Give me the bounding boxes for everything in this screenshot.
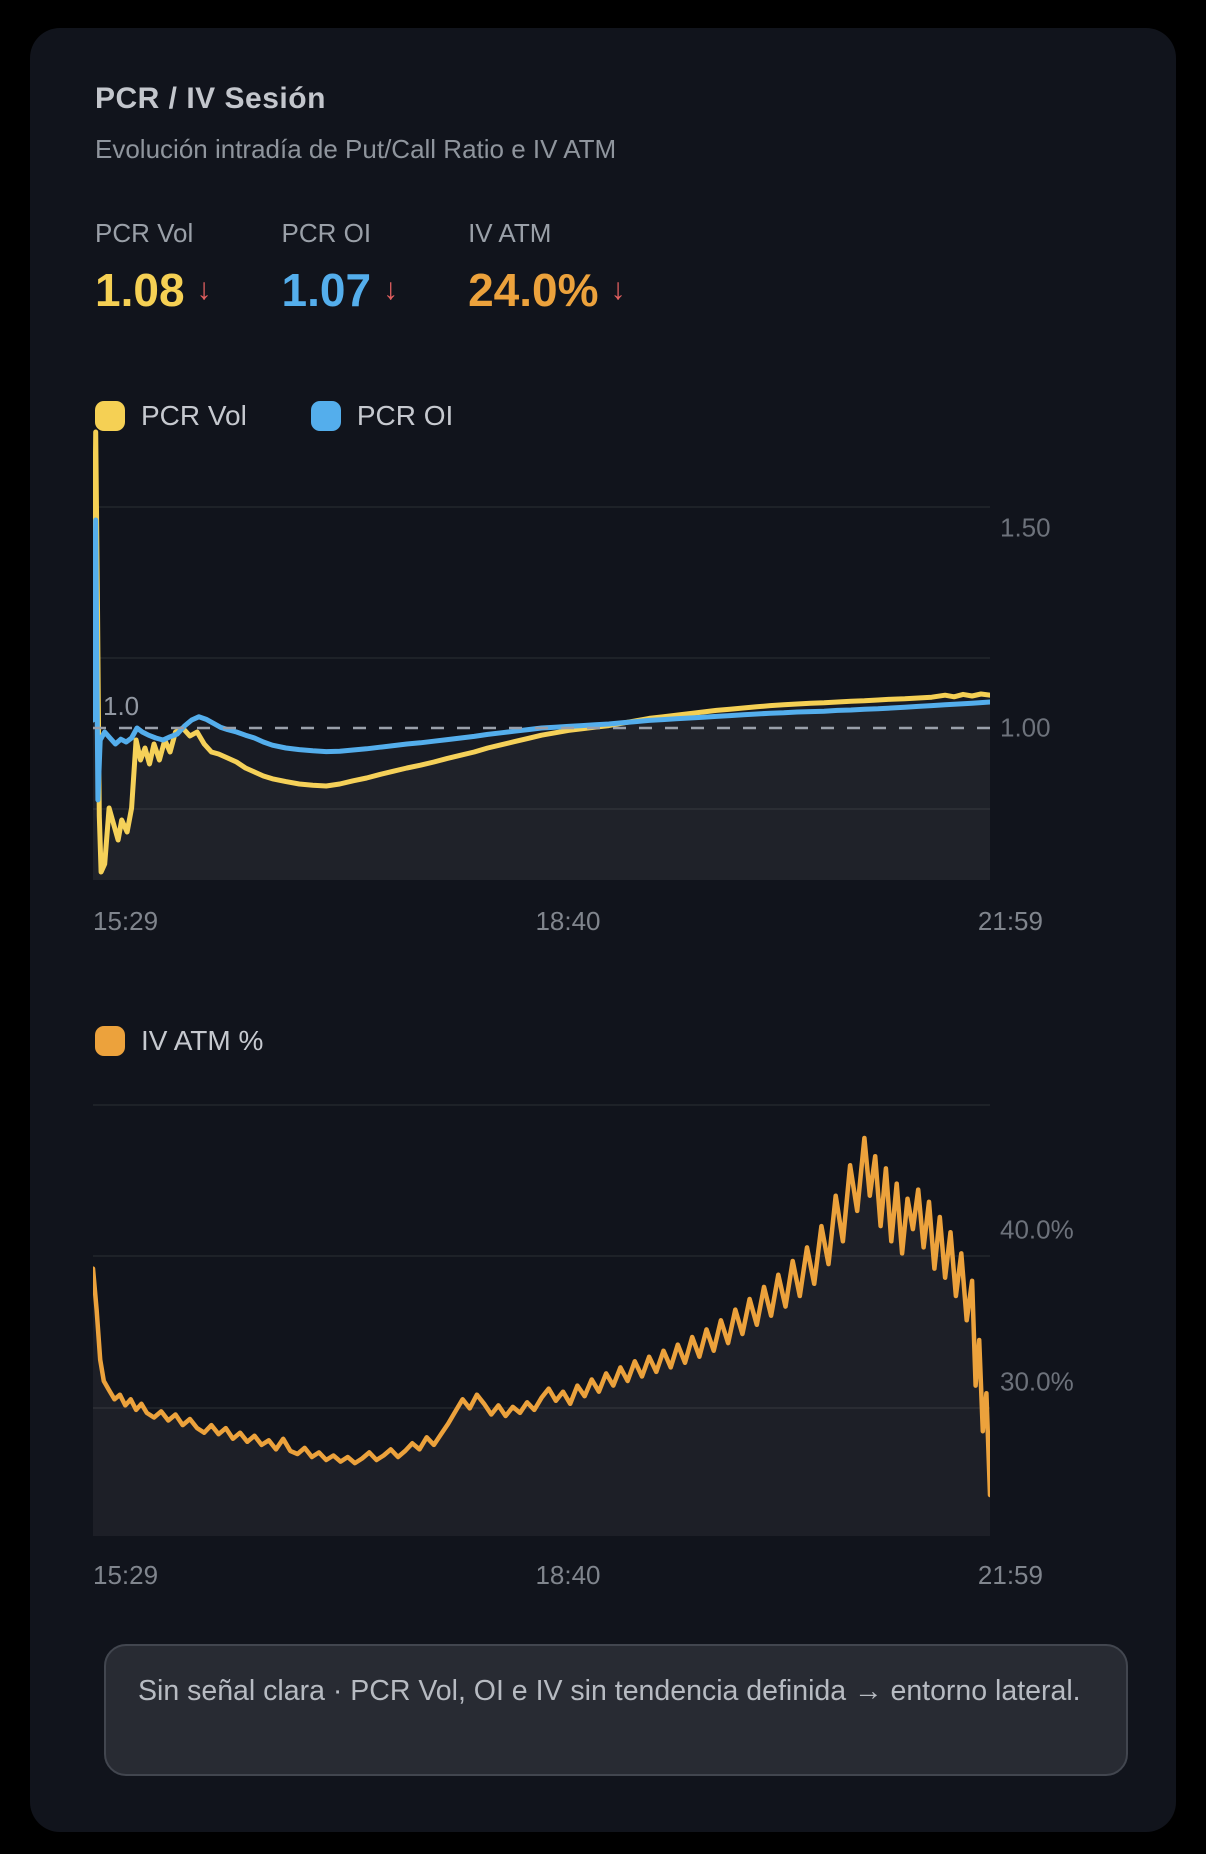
- iv-atm-swatch-icon: [95, 1026, 125, 1056]
- pcr-vol-swatch-icon: [95, 401, 125, 431]
- iv-chart: 40.0% 30.0%: [93, 1100, 1074, 1536]
- baseline-annotation: 1.0: [103, 691, 140, 721]
- stat-number: 1.08: [95, 264, 185, 316]
- pcr-oi-swatch-icon: [310, 401, 341, 431]
- x-axis-tick: 21:59: [977, 1560, 1043, 1590]
- page-title: PCR / IV Sesión: [95, 82, 326, 115]
- iv-chart-x-axis: 15:29 18:40 21:59: [93, 1560, 1043, 1591]
- y-axis-tick: 40.0%: [1000, 1214, 1074, 1245]
- page-subtitle: Evolución intradía de Put/Call Ratio e I…: [95, 134, 617, 164]
- pcr-chart-canvas[interactable]: [93, 428, 990, 880]
- stat-pcr-vol: PCR Vol 1.08 ↓: [95, 218, 212, 317]
- stats-row: PCR Vol 1.08 ↓ PCR OI 1.07 ↓ IV ATM 24.0…: [95, 218, 626, 317]
- pcr-chart-x-axis: 15:29 18:40 21:59: [93, 906, 1043, 937]
- legend-item-pcr-vol[interactable]: PCR Vol: [95, 400, 247, 432]
- legend-label: PCR OI: [356, 400, 454, 431]
- legend-item-iv-atm[interactable]: IV ATM %: [95, 1025, 263, 1057]
- x-axis-tick: 15:29: [93, 906, 159, 936]
- stat-label: PCR Vol: [95, 218, 194, 248]
- x-axis-tick: 21:59: [977, 906, 1043, 936]
- signal-note: Sin señal clara · PCR Vol, OI e IV sin t…: [104, 1644, 1128, 1776]
- iv-chart-canvas[interactable]: [93, 1100, 990, 1536]
- stat-number: 1.07: [281, 264, 372, 316]
- stat-value: 1.07 ↓: [282, 263, 399, 317]
- arrow-down-icon: ↓: [383, 273, 399, 306]
- x-axis-tick: 15:29: [93, 1560, 159, 1590]
- stat-label: IV ATM: [468, 218, 552, 248]
- arrow-down-icon: ↓: [196, 273, 212, 306]
- legend-label: IV ATM %: [141, 1025, 264, 1056]
- iv-chart-legend: IV ATM %: [95, 1025, 263, 1057]
- pcr-chart-legend: PCR Vol PCR OI: [95, 400, 453, 432]
- stat-value: 1.08 ↓: [95, 263, 212, 317]
- x-axis-tick: 18:40: [535, 1560, 601, 1590]
- stat-number: 24.0%: [468, 264, 599, 316]
- y-axis-tick: 1.00: [1000, 712, 1051, 743]
- stat-pcr-oi: PCR OI 1.07 ↓: [282, 218, 399, 317]
- arrow-down-icon: ↓: [610, 273, 626, 306]
- y-axis-tick: 30.0%: [1000, 1366, 1074, 1397]
- stat-label: PCR OI: [281, 218, 372, 248]
- pcr-chart: 1.0 1.50 1.00: [93, 428, 1051, 880]
- pcr-iv-card: PCR / IV Sesión Evolución intradía de Pu…: [30, 28, 1176, 1832]
- y-axis-tick: 1.50: [1000, 512, 1051, 543]
- legend-item-pcr-oi[interactable]: PCR OI: [310, 400, 454, 432]
- stat-value: 24.0% ↓: [468, 263, 625, 317]
- x-axis-tick: 18:40: [535, 906, 601, 936]
- legend-label: PCR Vol: [141, 400, 247, 431]
- stat-iv-atm: IV ATM 24.0% ↓: [468, 218, 625, 317]
